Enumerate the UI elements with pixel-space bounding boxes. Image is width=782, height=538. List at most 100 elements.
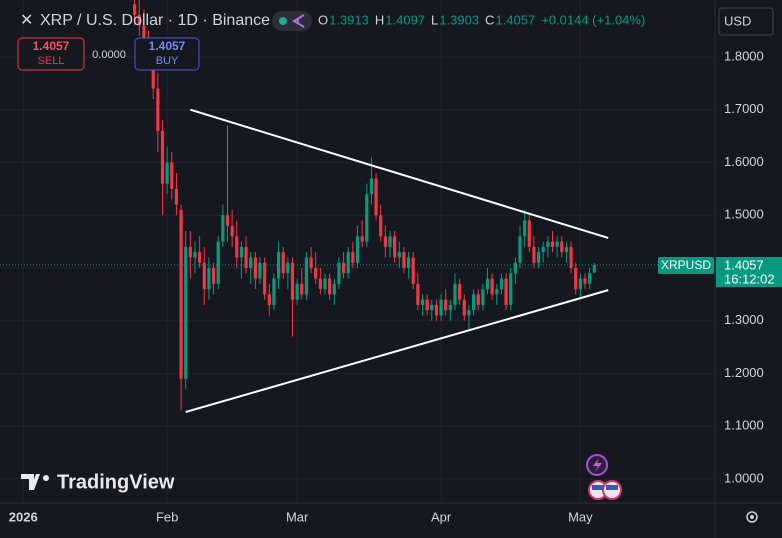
candle-body	[188, 246, 192, 258]
candle-body	[369, 178, 374, 195]
candle-body	[383, 236, 387, 247]
candle-body	[476, 294, 480, 305]
candle-body	[193, 252, 197, 258]
candle-body	[156, 88, 160, 131]
candle-body	[588, 273, 592, 284]
candle-body	[481, 289, 485, 305]
candle-body	[346, 252, 350, 274]
candle-body	[244, 246, 248, 268]
candle-body	[513, 262, 517, 274]
candle-body	[471, 294, 476, 311]
price-tag	[716, 256, 782, 287]
x-tick-label: Feb	[156, 509, 178, 524]
candle-body	[304, 257, 309, 295]
candle-body	[295, 283, 299, 300]
candle-body	[365, 194, 369, 242]
logo-icon	[43, 475, 49, 481]
flag-icon	[606, 485, 618, 490]
candle-body	[397, 252, 401, 258]
candle-body	[360, 236, 364, 242]
candle-body	[258, 262, 262, 279]
close-icon[interactable]: ✕	[20, 12, 33, 29]
candle-body	[467, 310, 471, 316]
candle-body	[253, 257, 257, 279]
settings-icon[interactable]	[746, 511, 758, 523]
candle-body	[207, 267, 211, 290]
candle-body	[499, 278, 504, 290]
ohlc-key: L	[431, 12, 438, 27]
candle-body	[211, 267, 216, 284]
candle-body	[165, 162, 169, 184]
y-tick-label: 1.1000	[724, 418, 764, 433]
candle-body	[420, 299, 425, 305]
event-icon	[593, 458, 602, 472]
share-icon	[292, 14, 305, 28]
candle-body	[583, 278, 587, 284]
trendline	[190, 108, 609, 239]
candle-body	[462, 299, 466, 316]
trendline	[185, 289, 609, 413]
y-tick-label: 1.0000	[724, 470, 764, 485]
ohlc-key: H	[375, 12, 384, 27]
candle-body	[578, 278, 582, 290]
candle-body	[337, 262, 341, 284]
candle-body	[490, 278, 494, 295]
candle-body	[393, 236, 397, 258]
candle-body	[263, 262, 267, 295]
currency-select[interactable]	[718, 7, 774, 36]
ohlc-value: 1.3903	[439, 12, 479, 27]
candle-body	[341, 262, 346, 274]
candle-body	[453, 283, 457, 305]
candle-body	[560, 241, 564, 253]
candle-body	[318, 278, 322, 290]
candle-body	[221, 215, 225, 242]
symbol-tag	[658, 256, 714, 274]
candle-body	[374, 178, 378, 216]
status-pill[interactable]	[272, 11, 312, 31]
ohlc-value: 1.3913	[329, 12, 369, 27]
x-tick-label: Mar	[286, 509, 309, 524]
settings-icon	[750, 515, 754, 519]
candle-body	[509, 273, 513, 305]
candle-body	[202, 262, 206, 290]
candle-body	[416, 283, 420, 305]
sell-button[interactable]	[17, 37, 85, 71]
candle-body	[592, 264, 596, 273]
candle-body	[309, 257, 313, 268]
countdown: 16:12:02	[724, 271, 775, 286]
candle-body	[402, 252, 406, 268]
candle-body	[546, 241, 550, 247]
candle-body	[425, 299, 429, 311]
y-tick-label: 1.7000	[724, 101, 764, 116]
candle-body	[439, 299, 443, 316]
grid	[0, 0, 715, 503]
candle-body	[198, 252, 202, 263]
ohlc-key: O	[318, 12, 328, 27]
status-dot	[279, 17, 287, 25]
candle-body	[267, 294, 271, 305]
ohlc-value: 1.4057	[495, 12, 535, 27]
candle-body	[276, 252, 281, 279]
candle-body	[411, 257, 415, 284]
buy-label: BUY	[156, 55, 179, 67]
candle-body	[170, 162, 174, 189]
ohlc-value: 1.4097	[385, 12, 425, 27]
y-tick-label: 1.2000	[724, 365, 764, 380]
candle-body	[230, 225, 234, 237]
candle-body	[314, 267, 318, 279]
sell-label: SELL	[38, 55, 65, 67]
candles	[0, 0, 715, 413]
candle-body	[137, 14, 141, 26]
candle-body	[239, 246, 244, 258]
y-tick-label: 1.3000	[724, 312, 764, 327]
candle-body	[448, 304, 452, 311]
candle-body	[351, 252, 355, 263]
candle-body	[272, 278, 276, 305]
x-tick-label: May	[568, 509, 593, 524]
candle-body	[184, 246, 188, 379]
candle-body	[300, 283, 304, 295]
candle-body	[151, 56, 155, 89]
candle-body	[550, 241, 555, 247]
buy-button[interactable]	[134, 37, 200, 71]
